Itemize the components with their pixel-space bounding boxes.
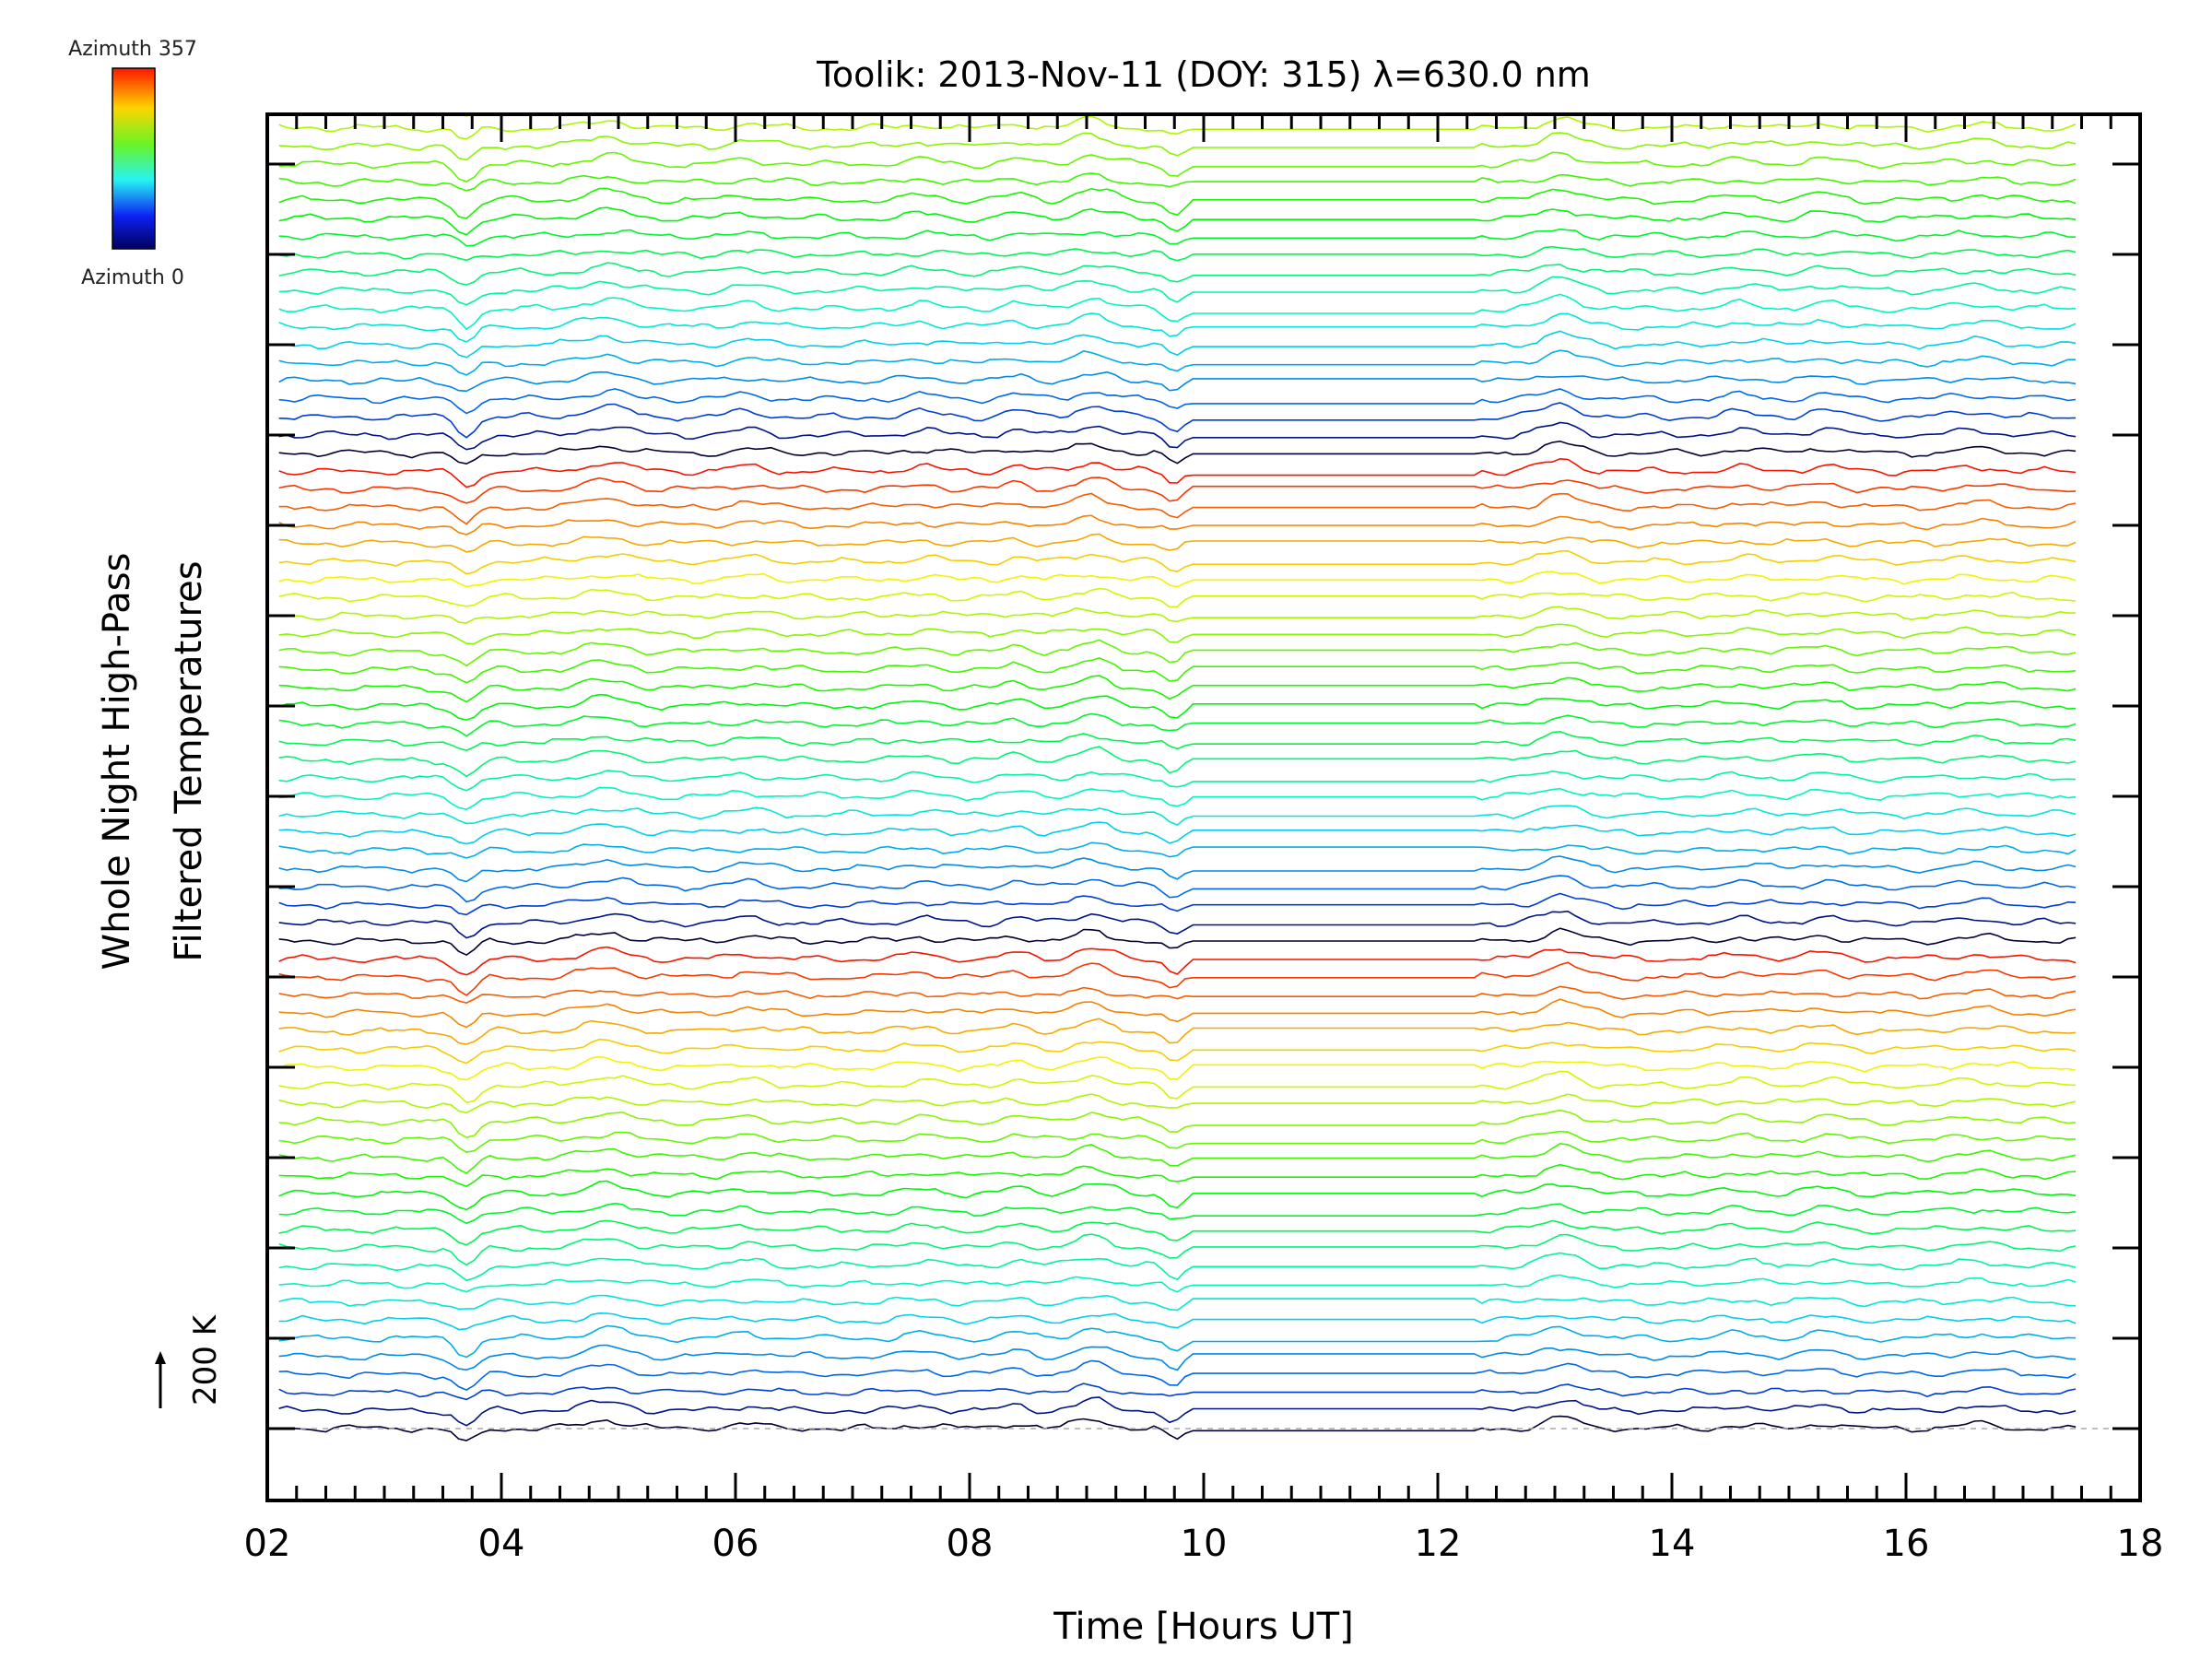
series-line [278,1396,2077,1427]
series-line [278,587,2077,608]
series-line [278,402,2077,439]
series-line [278,514,2077,535]
y-axis-label-line2: Filtered Temperatures [168,560,210,961]
series-line [278,1344,2077,1371]
series-line [278,549,2077,575]
x-tick-label: 10 [1181,1523,1228,1565]
chart-title: Toolik: 2013-Nov-11 (DOY: 315) λ=630.0 n… [816,54,1591,95]
series-line [278,312,2077,343]
series-line [278,1018,2077,1045]
series-line [278,1233,2077,1266]
series-line [278,533,2077,553]
series-line [278,349,2077,376]
series-line [278,206,2077,236]
series-line [278,1415,2077,1441]
series-line [279,26,2076,54]
series-line [278,985,2077,1004]
series-line [278,675,2077,703]
colorbar [112,67,156,250]
series-line [278,1093,2077,1114]
x-tick-labels: 02 04 06 08 10 12 14 16 18 [244,1523,2164,1565]
series-line [278,262,2077,286]
series-line [278,841,2077,859]
series-line [278,746,2077,778]
series-line [278,245,2077,262]
series-line [278,1070,2077,1104]
series-line [278,492,2077,525]
series-line [278,927,2077,957]
x-tick-label: 02 [244,1523,291,1565]
series-line [278,1038,2077,1065]
series-line [278,712,2077,737]
plot-frame [265,112,2142,1502]
series-group [278,0,2077,1441]
series-line [278,961,2077,996]
series-line [278,1130,2077,1153]
series-line [278,477,2077,504]
series-line [278,606,2077,624]
series-line [278,1202,2077,1225]
series-line [278,1180,2077,1211]
series-line [278,1109,2077,1138]
series-line [278,1163,2077,1187]
x-tick-label: 04 [478,1523,525,1565]
series-line [278,371,2077,393]
x-tick-label: 18 [2117,1523,2164,1565]
series-line [278,228,2077,247]
series-line [278,805,2077,827]
series-line [278,1252,2077,1282]
colorbar-bottom-label: Azimuth 0 [81,266,184,289]
x-tick-label: 16 [1883,1523,1930,1565]
x-tick-label: 06 [712,1523,759,1565]
series-line [278,623,2077,645]
series-line [278,821,2077,845]
series-line [278,892,2077,916]
series-line [278,132,2077,161]
series-line [278,946,2077,976]
series-line [278,786,2077,811]
series-line [278,151,2077,182]
scale-arrow-head [155,1351,166,1364]
axis-ticks [265,114,2142,1500]
colorbar-top-label: Azimuth 357 [68,38,197,61]
series-line [278,1294,2077,1312]
series-line [278,639,2077,667]
series-line [278,1142,2077,1174]
series-line [278,571,2077,588]
series-line [278,293,2077,331]
series-line [278,1274,2077,1293]
series-line [278,187,2077,219]
series-line [278,172,2077,192]
series-line [278,388,2077,415]
series-line [278,998,2077,1029]
series-line [278,657,2077,684]
x-tick-label: 14 [1649,1523,1696,1565]
scale-label: 200 K [187,1313,224,1406]
series-line [278,276,2077,306]
series-line [278,1312,2077,1331]
series-line [278,1382,2077,1401]
series-line [279,11,2076,29]
series-line [278,457,2077,488]
series-line [278,1324,2077,1359]
series-line [278,693,2077,721]
series-line [278,421,2077,451]
series-line [278,1055,2077,1081]
series-line [278,330,2077,359]
series-line [278,910,2077,939]
series-line [278,855,2077,883]
series-line [278,115,2077,140]
x-tick-label: 12 [1415,1523,1462,1565]
series-line [278,875,2077,903]
y-axis-label-line1: Whole Night High-Pass [96,553,138,971]
series-line [278,1359,2077,1391]
series-line [278,1219,2077,1246]
x-tick-label: 08 [947,1523,994,1565]
x-axis-label: Time [Hours UT] [1053,1606,1353,1648]
series-line [279,0,2076,12]
series-line [278,770,2077,792]
series-line [278,440,2077,465]
series-line [278,730,2077,752]
